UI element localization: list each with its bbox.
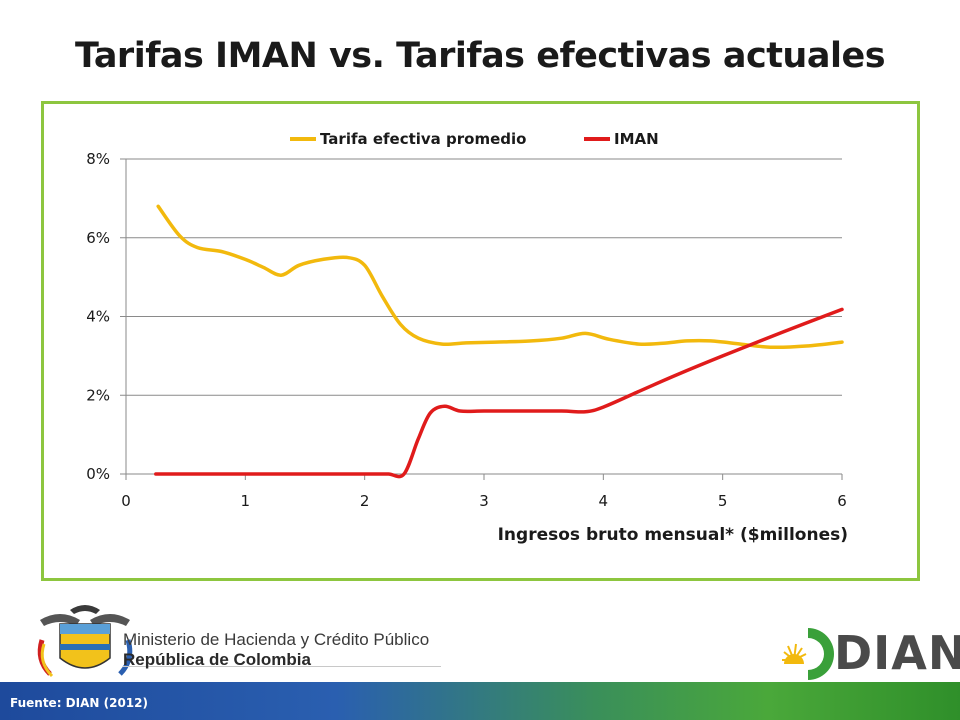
dian-emblem-icon (782, 628, 834, 680)
x-tick-labels: 0 1 2 3 4 5 6 (121, 492, 847, 510)
x-tick-label: 1 (241, 492, 251, 510)
axes (120, 158, 843, 480)
ministerio-logo-text: Ministerio de Hacienda y Crédito Público… (123, 630, 429, 670)
ministerio-name: Ministerio de Hacienda y Crédito Público (123, 630, 430, 649)
x-tick-label: 6 (837, 492, 847, 510)
legend-label: IMAN (614, 130, 659, 148)
legend-label: Tarifa efectiva promedio (320, 130, 526, 148)
footer-logos (0, 596, 960, 682)
gridlines (126, 158, 842, 475)
x-tick-label: 4 (599, 492, 609, 510)
line-chart: 0% 2% 4% 6% 8% 0 1 2 3 4 5 6 Tarifa efectiva prome… (86, 130, 848, 545)
x-axis-title: Ingresos bruto mensual* ($millones) (498, 525, 848, 545)
y-tick-label: 0% (86, 465, 110, 483)
chart-frame: 0% 2% 4% 6% 8% 0 1 2 3 4 5 6 Tarifa efectiva prome… (41, 101, 920, 581)
dian-logo-text: DIAN (834, 626, 960, 680)
series-lines (154, 204, 844, 479)
y-tick-label: 6% (86, 229, 110, 247)
series-line-tarifa-efectiva (156, 204, 844, 350)
x-tick-label: 3 (479, 492, 489, 510)
x-tick-label: 5 (718, 492, 728, 510)
series-line-iman (154, 307, 844, 479)
source-note: Fuente: DIAN (2012) (10, 696, 148, 710)
ministerio-divider (123, 666, 441, 667)
legend: Tarifa efectiva promedio IMAN (290, 130, 659, 148)
bottom-bar (0, 682, 960, 720)
x-tick-label: 2 (360, 492, 370, 510)
y-tick-labels: 0% 2% 4% 6% 8% (86, 150, 110, 483)
y-tick-label: 4% (86, 308, 110, 326)
slide-title: Tarifas IMAN vs. Tarifas efectivas actua… (74, 36, 886, 76)
colombia-coat-of-arms-icon (37, 605, 133, 678)
x-tick-label: 0 (121, 492, 131, 510)
y-tick-label: 8% (86, 150, 110, 168)
y-tick-label: 2% (86, 386, 110, 404)
republica-name: República de Colombia (123, 650, 311, 669)
